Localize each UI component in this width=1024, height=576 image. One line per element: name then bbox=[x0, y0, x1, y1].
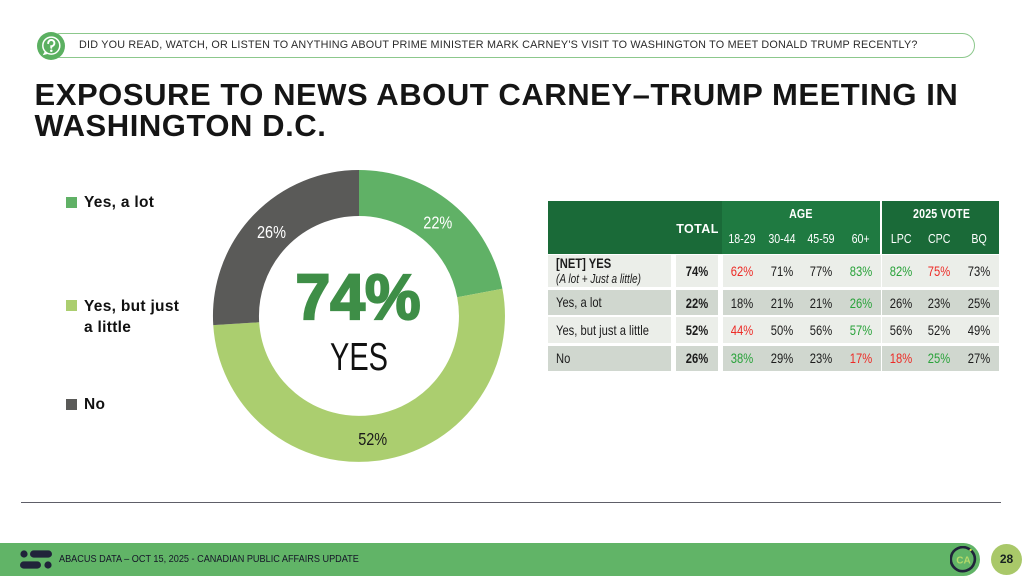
svg-text:CA: CA bbox=[956, 556, 970, 567]
svg-text:74%: 74% bbox=[296, 261, 421, 333]
svg-text:22%: 22% bbox=[423, 213, 452, 233]
svg-text:YES: YES bbox=[330, 336, 388, 379]
svg-text:52%: 52% bbox=[358, 429, 387, 449]
svg-text:26%: 26% bbox=[257, 222, 286, 242]
